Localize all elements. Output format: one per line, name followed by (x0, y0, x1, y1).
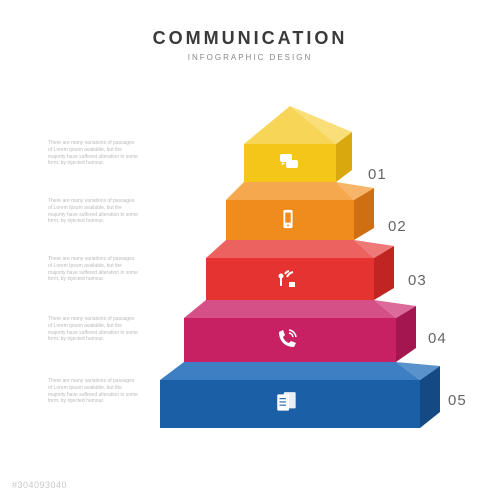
pyramid-layer-3 (206, 240, 394, 300)
page-subtitle: INFOGRAPHIC DESIGN (0, 53, 500, 62)
document-pages-icon (274, 390, 298, 414)
pyramid-diagram (150, 100, 450, 450)
pyramid-layer-4 (184, 300, 416, 362)
watermark: #304093040 (12, 480, 67, 490)
layer-text-2: There are many variations of passages of… (48, 198, 138, 225)
layer-number-2: 02 (388, 218, 407, 235)
layer-text-5: There are many variations of passages of… (48, 378, 138, 405)
smartphone-icon (277, 208, 301, 232)
layer-number-4: 04 (428, 330, 447, 347)
layer-number-1: 01 (368, 166, 387, 183)
chat-bubbles-icon (277, 150, 301, 174)
page-title: COMMUNICATION (0, 28, 500, 49)
layer-number-5: 05 (448, 392, 467, 409)
antenna-signal-icon (275, 266, 299, 290)
pyramid-layer-5 (160, 362, 440, 428)
layer-number-3: 03 (408, 272, 427, 289)
phone-call-icon (275, 327, 299, 351)
header: COMMUNICATION INFOGRAPHIC DESIGN (0, 0, 500, 62)
layer-text-1: There are many variations of passages of… (48, 140, 138, 167)
layer-text-4: There are many variations of passages of… (48, 316, 138, 343)
layer-text-3: There are many variations of passages of… (48, 256, 138, 283)
